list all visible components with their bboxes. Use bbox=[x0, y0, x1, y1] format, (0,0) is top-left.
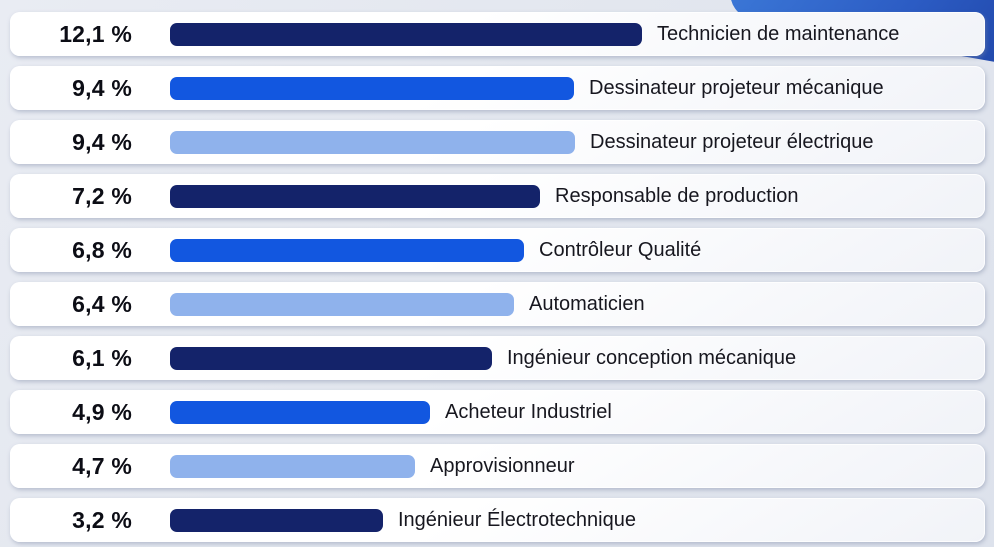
value-bar bbox=[170, 22, 642, 46]
value-bar bbox=[170, 292, 514, 316]
category-label: Responsable de production bbox=[555, 184, 799, 207]
category-label: Dessinateur projeteur mécanique bbox=[589, 76, 884, 99]
chart-row-card: 6,4 % Automaticien bbox=[10, 282, 985, 326]
category-label: Ingénieur Électrotechnique bbox=[398, 508, 636, 531]
category-label: Dessinateur projeteur électrique bbox=[590, 130, 874, 153]
chart-row-card: 7,2 % Responsable de production bbox=[10, 174, 985, 218]
value-bar bbox=[170, 238, 524, 262]
percent-label: 9,4 % bbox=[72, 128, 132, 155]
category-label: Contrôleur Qualité bbox=[539, 238, 702, 261]
percent-label: 6,4 % bbox=[72, 290, 132, 317]
percent-label: 4,9 % bbox=[72, 398, 132, 425]
bar-chart-rows: 12,1 % Technicien de maintenance 9,4 % D… bbox=[10, 12, 985, 547]
value-bar bbox=[170, 76, 574, 100]
value-bar bbox=[170, 130, 575, 154]
category-label: Automaticien bbox=[529, 292, 645, 315]
percent-label: 6,8 % bbox=[72, 236, 132, 263]
percent-label: 6,1 % bbox=[72, 344, 132, 371]
value-bar bbox=[170, 508, 383, 532]
percent-label: 9,4 % bbox=[72, 74, 132, 101]
value-bar bbox=[170, 346, 492, 370]
chart-row-card: 9,4 % Dessinateur projeteur mécanique bbox=[10, 66, 985, 110]
category-label: Ingénieur conception mécanique bbox=[507, 346, 797, 369]
value-bar bbox=[170, 454, 415, 478]
value-bar bbox=[170, 400, 430, 424]
chart-row-card: 6,8 % Contrôleur Qualité bbox=[10, 228, 985, 272]
value-bar bbox=[170, 184, 540, 208]
chart-row-card: 4,9 % Acheteur Industriel bbox=[10, 390, 985, 434]
percent-label: 12,1 % bbox=[59, 20, 132, 47]
chart-row-card: 4,7 % Approvisionneur bbox=[10, 444, 985, 488]
chart-row-card: 3,2 % Ingénieur Électrotechnique bbox=[10, 498, 985, 542]
percent-label: 7,2 % bbox=[72, 182, 132, 209]
percent-label: 4,7 % bbox=[72, 452, 132, 479]
category-label: Approvisionneur bbox=[430, 454, 575, 477]
percent-label: 3,2 % bbox=[72, 506, 132, 533]
chart-row-card: 12,1 % Technicien de maintenance bbox=[10, 12, 985, 56]
chart-row-card: 9,4 % Dessinateur projeteur électrique bbox=[10, 120, 985, 164]
category-label: Technicien de maintenance bbox=[657, 22, 900, 45]
chart-row-card: 6,1 % Ingénieur conception mécanique bbox=[10, 336, 985, 380]
category-label: Acheteur Industriel bbox=[445, 400, 612, 423]
